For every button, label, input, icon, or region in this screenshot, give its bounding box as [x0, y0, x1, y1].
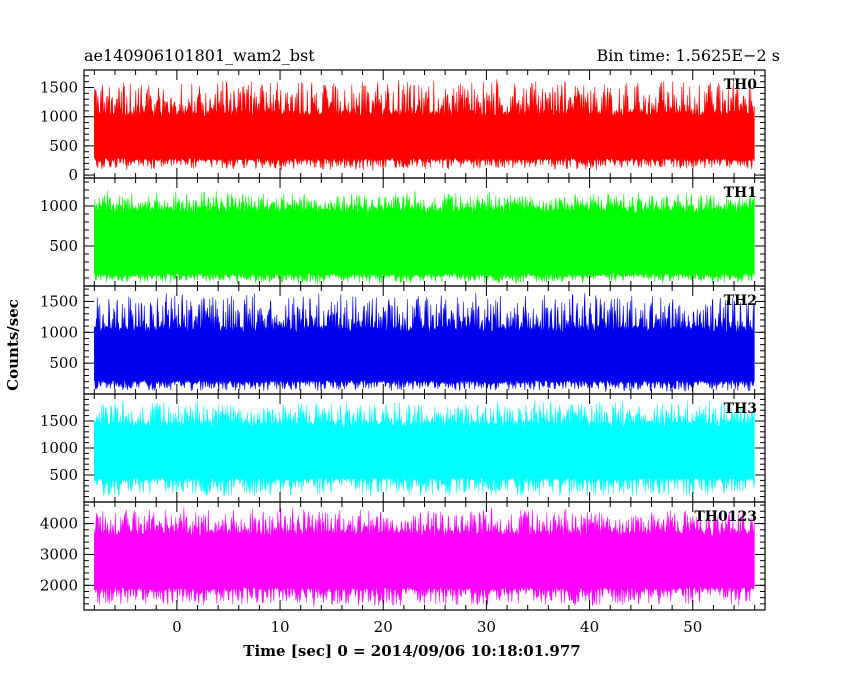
y-tick-label: 0	[68, 166, 78, 184]
panel-th1: 500 1000 TH1	[40, 177, 766, 287]
y-tick-label: 1500	[40, 292, 78, 310]
y-axis-title: Counts/sec	[4, 299, 22, 391]
series-th2-trace	[94, 292, 755, 392]
x-tick-label: 50	[683, 618, 702, 636]
y-tick-label: 1500	[40, 412, 78, 430]
y-tick-label: 2000	[40, 576, 78, 594]
panel-label-th1: TH1	[724, 185, 757, 201]
panel-th3: 500 1000 1500 TH3	[40, 393, 766, 503]
series-th0123-trace	[94, 507, 755, 607]
y-tick-label: 4000	[40, 515, 78, 533]
panel-th0: 0 500 1000 1500 TH0	[40, 69, 766, 184]
chart-title-right: Bin time: 1.5625E−2 s	[597, 46, 780, 65]
panel-label-th3: TH3	[724, 401, 757, 417]
y-tick-label: 500	[49, 466, 78, 484]
y-tick-label: 1000	[40, 323, 78, 341]
y-tick-label: 500	[49, 354, 78, 372]
x-tick-label: 20	[374, 618, 393, 636]
series-th3-trace	[94, 400, 755, 497]
x-tick-label: 0	[172, 618, 182, 636]
x-tick-label: 10	[270, 618, 289, 636]
series-th1-trace	[94, 190, 755, 285]
y-tick-label: 1000	[40, 197, 78, 215]
panel-label-th0123: TH0123	[694, 509, 757, 525]
y-tick-label: 1000	[40, 108, 78, 126]
chart-title-left: ae140906101801_wam2_bst	[84, 46, 315, 65]
panel-th0123: 2000 3000 4000 TH0123	[40, 501, 766, 611]
y-tick-label: 3000	[40, 545, 78, 563]
y-tick-label: 500	[49, 237, 78, 255]
series-th0-trace	[94, 79, 755, 171]
x-tick-label: 40	[580, 618, 599, 636]
panel-label-th0: TH0	[724, 77, 758, 93]
y-tick-label: 1000	[40, 439, 78, 457]
x-axis-title: Time [sec] 0 = 2014/09/06 10:18:01.977	[243, 642, 580, 660]
panel-label-th2: TH2	[724, 293, 757, 309]
x-tick-label: 30	[477, 618, 496, 636]
y-tick-label: 500	[49, 137, 78, 155]
y-tick-label: 1500	[40, 79, 78, 97]
panel-th2: 500 1000 1500 TH2	[40, 285, 766, 395]
